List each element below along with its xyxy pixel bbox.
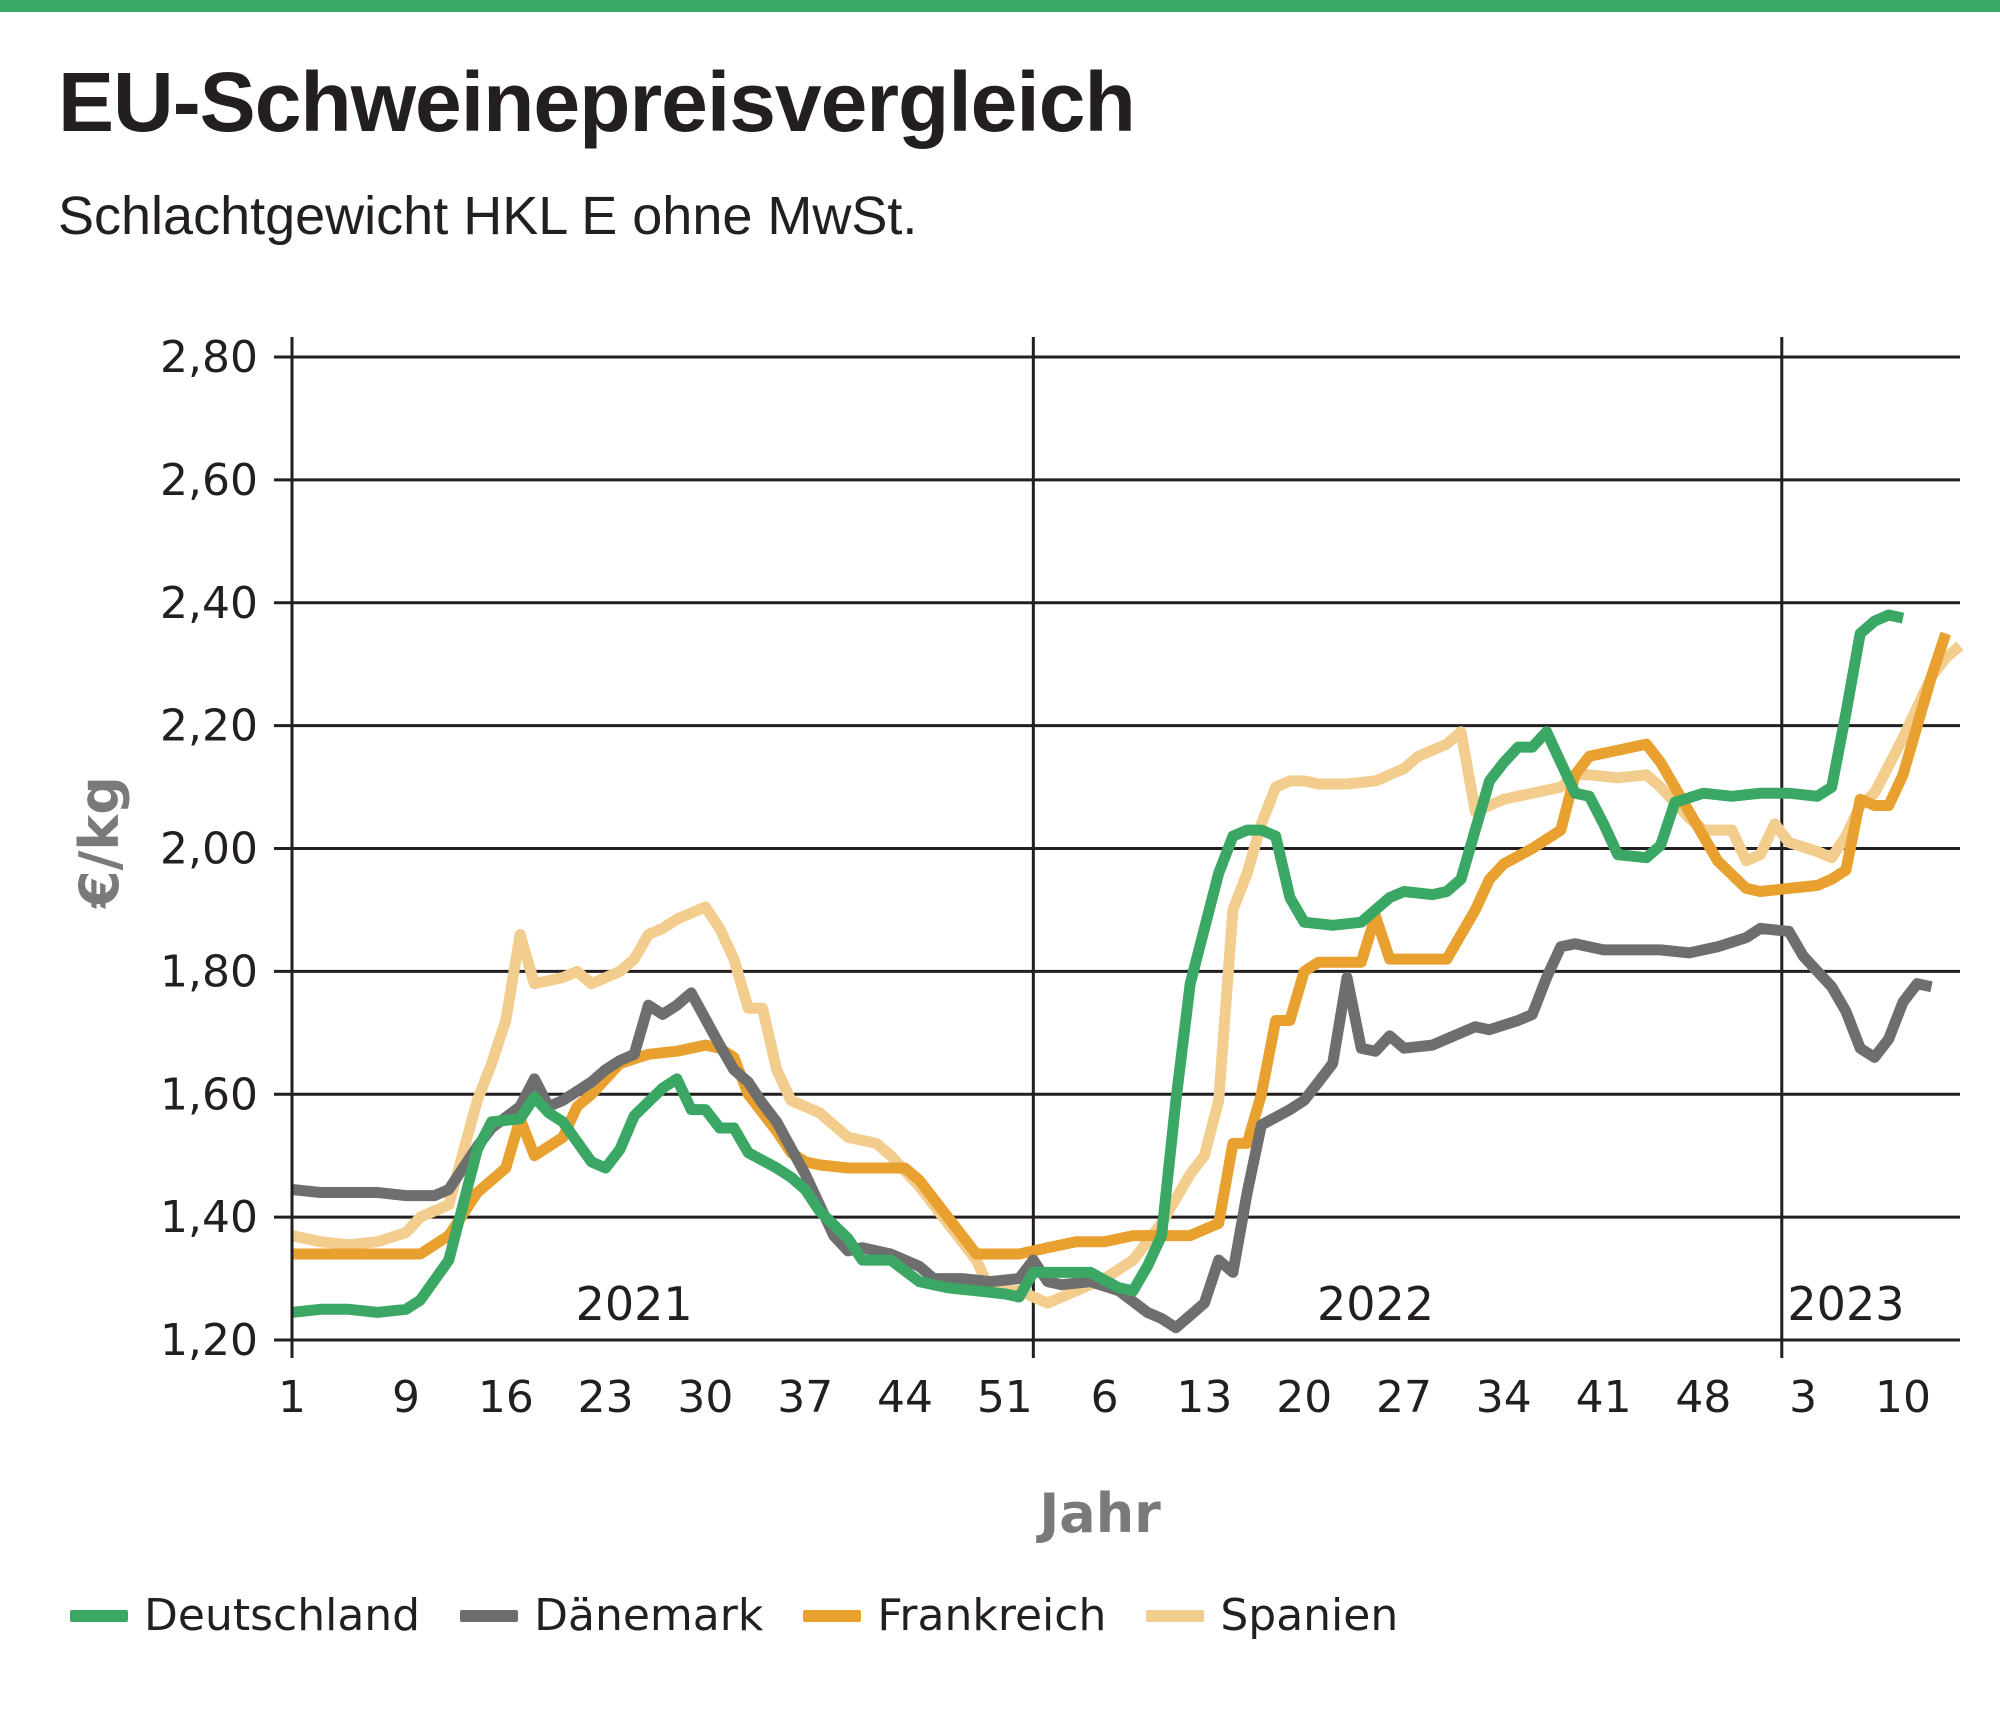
- x-tick-label: 48: [1675, 1372, 1731, 1423]
- year-label: 2023: [1787, 1277, 1904, 1331]
- legend-label: Deutschland: [144, 1590, 421, 1641]
- y-tick-label: 2,40: [160, 578, 258, 629]
- year-label: 2021: [576, 1277, 693, 1331]
- legend-swatch: [70, 1609, 128, 1622]
- gridlines: [274, 337, 1960, 1358]
- x-tick-label: 37: [777, 1372, 833, 1423]
- legend: Deutschland Dänemark Frankreich Spanien: [70, 1590, 1438, 1641]
- axes: 1,20 1,40 1,60 1,80 2,00 2,20 2,40 2,60 2,80 1 9 16…: [160, 332, 1931, 1423]
- legend-swatch: [1146, 1609, 1205, 1622]
- data-series: [290, 609, 1964, 1334]
- y-tick-label: 1,40: [160, 1192, 258, 1243]
- chart-title: EU-Schweinepreisvergleich: [58, 55, 1136, 149]
- legend-label: Spanien: [1220, 1590, 1399, 1641]
- legend-swatch: [460, 1609, 519, 1622]
- x-tick-label: 44: [877, 1372, 933, 1423]
- top-accent-bar: [0, 0, 2000, 12]
- x-tick-label: 34: [1476, 1372, 1532, 1423]
- y-tick-label: 2,20: [160, 701, 258, 752]
- y-tick-label: 2,00: [160, 824, 258, 875]
- legend-item: Spanien: [1146, 1590, 1398, 1641]
- series-line-daenemark: [291, 922, 1933, 1334]
- legend-item: Frankreich: [803, 1590, 1106, 1641]
- chart-subtitle: Schlachtgewicht HKL E ohne MwSt.: [58, 186, 918, 246]
- year-label: 2022: [1317, 1277, 1434, 1331]
- x-tick-label: 13: [1176, 1372, 1232, 1423]
- series-line-frankreich: [292, 631, 1951, 1260]
- y-tick-label: 1,80: [160, 946, 258, 997]
- y-tick-label: 1,60: [160, 1069, 258, 1120]
- x-axis-title: Jahr: [1035, 1482, 1161, 1545]
- x-tick-label: 27: [1376, 1372, 1432, 1423]
- x-tick-label: 23: [578, 1372, 634, 1423]
- x-tick-label: 6: [1091, 1372, 1119, 1423]
- y-tick-label: 2,60: [160, 455, 258, 506]
- x-tick-label: 3: [1789, 1372, 1817, 1423]
- y-axis-title: €/kg: [68, 776, 131, 910]
- x-tick-label: 9: [392, 1372, 420, 1423]
- series-line-deutschland: [291, 609, 1905, 1318]
- x-tick-label: 16: [478, 1372, 534, 1423]
- x-tick-label: 41: [1576, 1372, 1632, 1423]
- legend-swatch: [803, 1609, 862, 1622]
- x-tick-label: 1: [278, 1372, 306, 1423]
- x-tick-label: 30: [677, 1372, 733, 1423]
- year-labels: 2021 2022 2023: [576, 1277, 1905, 1331]
- legend-item: Deutschland: [70, 1590, 420, 1641]
- x-tick-label: 10: [1875, 1372, 1931, 1423]
- legend-label: Frankreich: [877, 1590, 1107, 1641]
- legend-label: Dänemark: [534, 1590, 764, 1641]
- y-tick-label: 1,20: [160, 1315, 258, 1366]
- x-tick-label: 20: [1276, 1372, 1332, 1423]
- legend-item: Dänemark: [460, 1590, 763, 1641]
- series-line-spanien: [290, 641, 1964, 1309]
- x-tick-label: 51: [977, 1372, 1033, 1423]
- y-tick-label: 2,80: [160, 332, 258, 383]
